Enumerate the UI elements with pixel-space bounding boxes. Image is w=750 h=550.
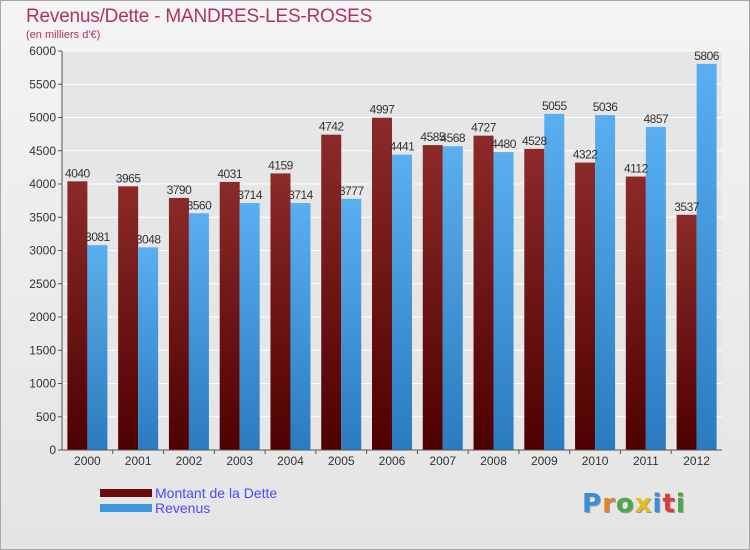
bar-dette-2004 — [270, 173, 291, 450]
data-label-revenus-2008: 4480 — [491, 137, 517, 151]
bar-revenus-2009 — [544, 113, 565, 450]
legend-swatch-revenus — [100, 504, 152, 512]
logo-letter: o — [615, 489, 635, 519]
proxiti-logo: Proxiti — [582, 489, 686, 519]
bar-dette-2011 — [625, 176, 646, 450]
legend-label-revenus: Revenus — [155, 500, 211, 516]
x-tick-label: 2007 — [429, 454, 456, 468]
bar-revenus-2010 — [595, 115, 616, 450]
logo-letter: t — [662, 489, 676, 519]
bar-revenus-2012 — [696, 63, 717, 450]
logo-letter: i — [675, 489, 686, 519]
y-tick-label: 500 — [36, 410, 56, 424]
bar-dette-2005 — [321, 134, 342, 451]
data-label-dette-2000: 4040 — [65, 166, 91, 180]
logo-letter: r — [602, 489, 616, 519]
logo-letter: P — [582, 489, 603, 519]
data-label-dette-2006: 4997 — [370, 103, 396, 117]
bar-dette-2006 — [372, 117, 392, 451]
data-label-dette-2012: 3537 — [674, 200, 700, 214]
logo-letter: i — [652, 489, 663, 519]
data-label-revenus-2005: 3777 — [339, 184, 365, 198]
data-label-revenus-2004: 3714 — [288, 188, 314, 202]
bar-dette-2007 — [422, 145, 443, 450]
x-tick-label: 2004 — [277, 454, 304, 468]
y-tick-label: 5500 — [29, 77, 56, 91]
data-label-revenus-2012: 5806 — [694, 49, 720, 63]
data-label-dette-2005: 4742 — [319, 120, 345, 134]
x-tick-label: 2003 — [226, 454, 253, 468]
bar-revenus-2004 — [290, 203, 311, 450]
data-label-revenus-2001: 3048 — [136, 232, 162, 246]
data-label-revenus-2003: 3714 — [237, 188, 263, 202]
data-label-revenus-2006: 4441 — [390, 140, 416, 154]
y-tick-label: 4500 — [29, 144, 56, 158]
data-label-revenus-2002: 3560 — [187, 198, 213, 212]
x-tick-label: 2001 — [125, 454, 152, 468]
bar-revenus-2001 — [138, 247, 159, 450]
x-tick-label: 2008 — [480, 454, 507, 468]
bar-dette-2012 — [676, 214, 697, 450]
bar-revenus-2008 — [493, 152, 514, 450]
x-tick-label: 2006 — [379, 454, 406, 468]
bar-revenus-2002 — [188, 213, 209, 450]
x-tick-label: 2011 — [633, 454, 659, 468]
bar-revenus-2006 — [392, 154, 412, 450]
bar-dette-2010 — [575, 162, 596, 450]
x-tick-label: 2009 — [531, 454, 558, 468]
x-tick-label: 2005 — [328, 454, 355, 468]
y-tick-label: 2000 — [29, 310, 56, 324]
y-tick-label: 4000 — [29, 177, 56, 191]
data-label-revenus-2009: 5055 — [542, 99, 568, 113]
y-tick-label: 3500 — [29, 210, 56, 224]
data-label-dette-2002: 3790 — [167, 183, 193, 197]
data-label-dette-2009: 4528 — [522, 134, 548, 148]
logo-letter: x — [634, 489, 653, 519]
y-tick-label: 3000 — [29, 244, 56, 258]
y-tick-label: 1500 — [29, 343, 56, 357]
bar-dette-2001 — [118, 186, 139, 450]
data-label-dette-2007: 4585 — [420, 130, 446, 144]
data-label-revenus-2011: 4857 — [643, 112, 669, 126]
legend-label-dette: Montant de la Dette — [155, 485, 278, 501]
y-tick-label: 0 — [49, 443, 56, 457]
y-tick-label: 5000 — [29, 111, 56, 125]
y-tick-label: 6000 — [29, 44, 56, 58]
legend-swatch-dette — [100, 489, 152, 497]
bar-dette-2002 — [168, 197, 189, 450]
data-label-revenus-2007: 4568 — [440, 131, 466, 145]
data-label-revenus-2010: 5036 — [593, 100, 619, 114]
data-label-revenus-2000: 3081 — [85, 230, 111, 244]
data-label-dette-2004: 4159 — [268, 158, 294, 172]
x-tick-label: 2010 — [582, 454, 609, 468]
y-tick-label: 1000 — [29, 377, 56, 391]
bar-revenus-2011 — [645, 127, 666, 451]
y-tick-label: 2500 — [29, 277, 56, 291]
data-label-dette-2003: 4031 — [217, 167, 243, 181]
x-tick-label: 2012 — [683, 454, 710, 468]
x-tick-label: 2002 — [176, 454, 203, 468]
data-label-dette-2010: 4322 — [573, 148, 599, 162]
data-label-dette-2008: 4727 — [471, 121, 497, 135]
bar-revenus-2005 — [341, 198, 362, 450]
x-tick-label: 2000 — [74, 454, 101, 468]
bar-revenus-2007 — [442, 146, 463, 450]
bar-dette-2008 — [473, 135, 494, 451]
bar-dette-2003 — [219, 181, 240, 450]
data-label-dette-2011: 4112 — [624, 162, 649, 176]
chart-title: Revenus/Dette - MANDRES-LES-ROSES — [26, 6, 373, 27]
bar-dette-2000 — [67, 181, 88, 450]
bar-revenus-2000 — [87, 245, 108, 450]
bar-revenus-2003 — [239, 203, 260, 450]
data-label-dette-2001: 3965 — [116, 171, 142, 185]
chart-subtitle: (en milliers d'€) — [26, 29, 101, 41]
bar-dette-2009 — [524, 148, 545, 450]
